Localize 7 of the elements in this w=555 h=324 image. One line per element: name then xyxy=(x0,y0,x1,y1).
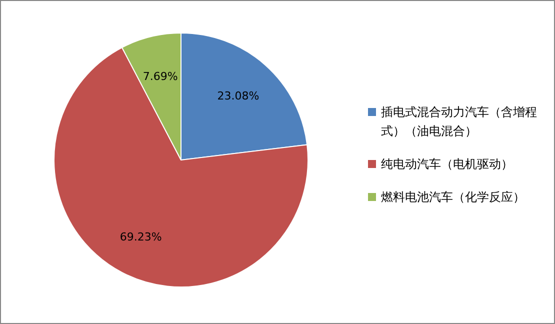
legend-label: 插电式混合动力汽车（含增程式）（油电混合） xyxy=(381,105,537,138)
legend-label: 纯电动汽车（电机驱动） xyxy=(381,157,513,171)
legend-label: 燃料电池汽车（化学反应） xyxy=(381,190,525,204)
data-label: 23.08% xyxy=(217,89,260,102)
pie: 23.08% 69.23% 7.69% xyxy=(54,32,308,288)
data-label: 69.23% xyxy=(120,230,162,244)
data-label: 7.69% xyxy=(142,70,178,84)
